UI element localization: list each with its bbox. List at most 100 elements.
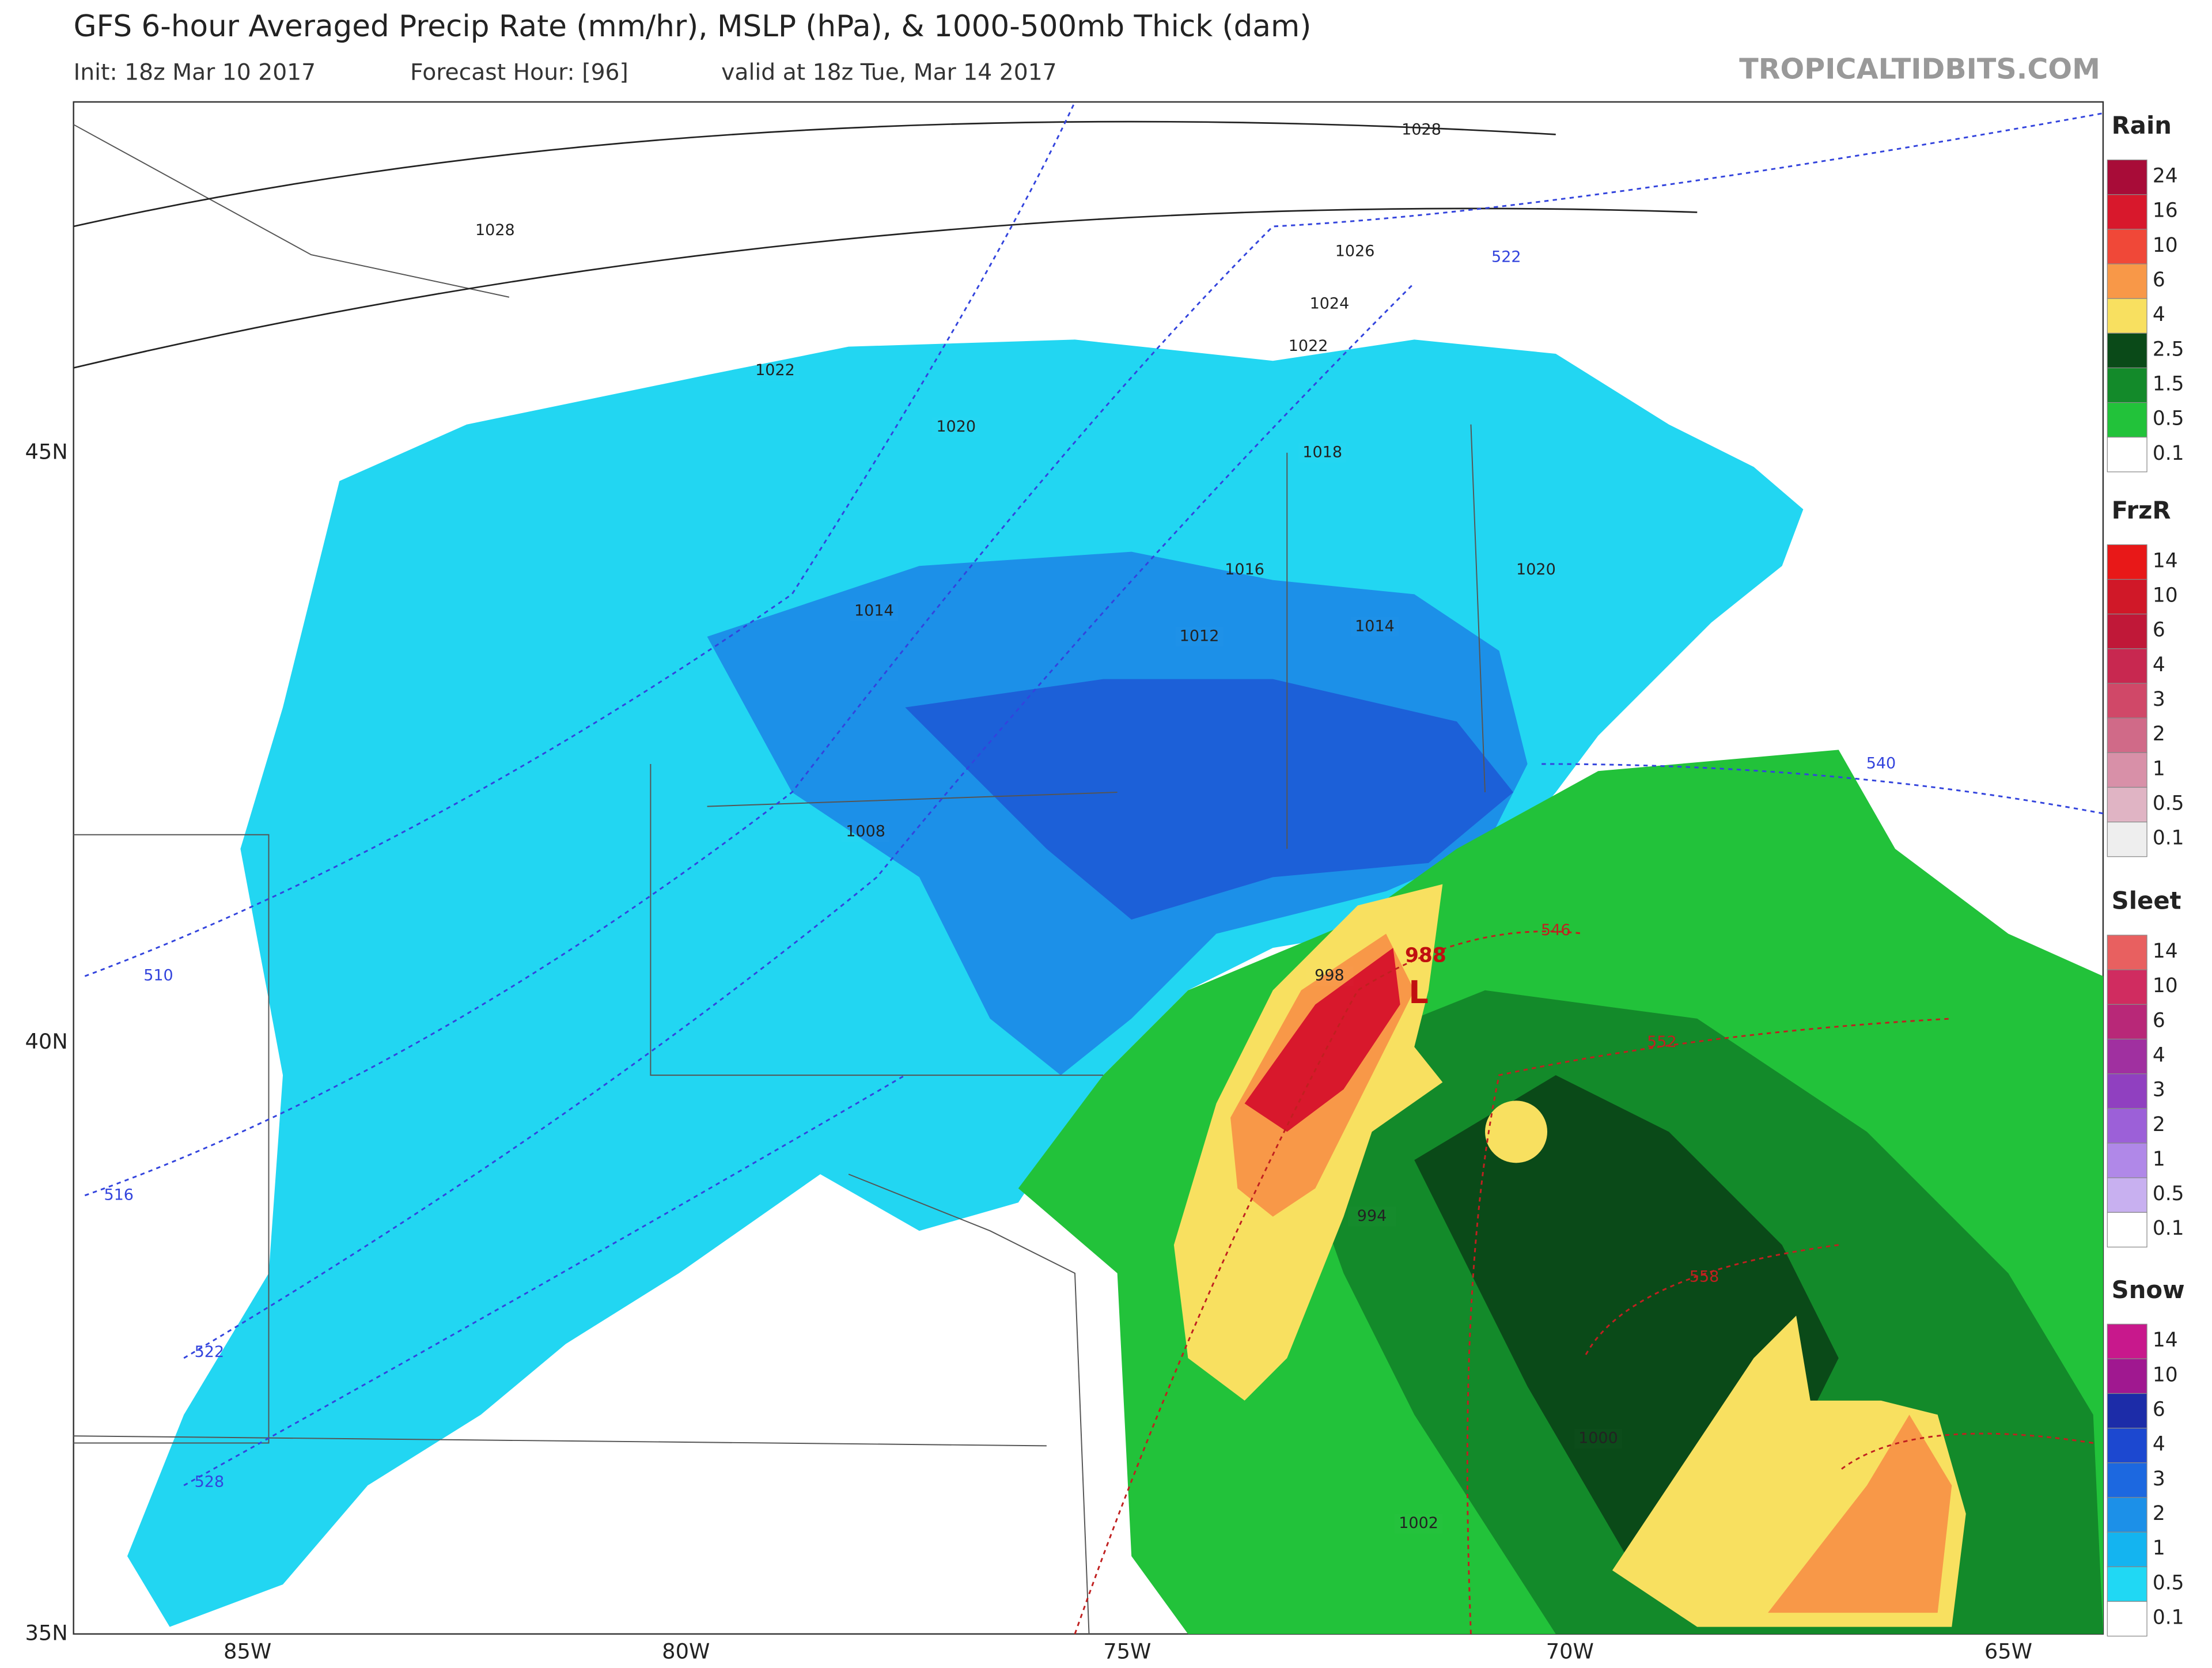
legend-swatch [2107,1531,2147,1567]
legend-swatch [2107,717,2147,753]
legend-label: 6 [2153,268,2165,292]
legend-swatch [2107,648,2147,684]
isobar-label: 1026 [1335,243,1375,260]
legend-label: 1 [2153,1537,2165,1560]
legend-label: 0.1 [2153,1606,2184,1629]
title: GFS 6-hour Averaged Precip Rate (mm/hr),… [74,9,1312,44]
legend-label: 1 [2153,757,2165,780]
legend-swatch [2107,614,2147,649]
thickness-label: 528 [195,1473,225,1491]
legend-label: 6 [2153,1009,2165,1032]
legend-label: 4 [2153,1433,2165,1456]
legend-swatch [2107,752,2147,788]
lon-label: 75W [1103,1639,1151,1663]
legend-label: 0.5 [2153,407,2184,430]
legend-label: 14 [2153,940,2178,963]
legend-swatch [2107,544,2147,580]
legend-swatch [2107,1566,2147,1602]
lat-label: 40N [25,1029,67,1054]
legend-swatch [2107,332,2147,369]
legend-swatch [2107,1601,2147,1637]
legend-label: 0.5 [2153,792,2184,815]
legend-label: 10 [2153,584,2178,607]
lon-label: 70W [1546,1639,1594,1663]
legend-label: 2 [2153,723,2165,746]
thickness-lines [84,101,2104,1487]
legend-label: 4 [2153,653,2165,676]
legend-swatch [2107,578,2147,615]
isobar-label: 1018 [1302,443,1342,461]
legend-title: Snow [2112,1276,2185,1304]
legend-swatch [2107,786,2147,823]
legend-swatch [2107,1393,2147,1429]
isobar-label: 1000 [1578,1429,1618,1447]
legend-swatch [2107,263,2147,299]
low-center: L [1408,974,1428,1011]
legend-swatch [2107,1212,2147,1248]
legend-swatch [2107,683,2147,718]
legend-label: 10 [2153,234,2178,257]
rain-yellow [1485,1100,1548,1163]
isobar-label: 1024 [1310,295,1350,313]
rain-orange [1768,1414,1952,1613]
isobar-label: 994 [1357,1207,1387,1225]
legend-swatch [2107,1143,2147,1178]
legend-label: 1.5 [2153,372,2184,395]
legend-swatch [2107,1462,2147,1498]
legend-label: 0.5 [2153,1182,2184,1205]
legend-label: 0.1 [2153,827,2184,850]
thickness-label: 552 [1647,1033,1677,1051]
legend-label: 14 [2153,549,2178,572]
legend-label: 3 [2153,688,2165,711]
lat-label: 35N [25,1620,67,1645]
legend-label: 14 [2153,1329,2178,1352]
isobar-label: 1008 [846,822,885,840]
legend-swatch [2107,194,2147,230]
isobar-label: 1014 [1355,617,1395,635]
thickness-label: 510 [143,967,173,985]
thickness-label: 540 [1866,754,1896,772]
watermark: TROPICALTIDBITS.COM [1739,52,2100,85]
isobar-label: 1022 [1289,337,1328,355]
isobar-label: 1014 [854,602,894,619]
legend-swatch [2107,1108,2147,1144]
legend-title: FrzR [2112,496,2171,524]
thickness-label: 546 [1541,921,1571,939]
legend-swatch [2107,1497,2147,1533]
legend-title: Sleet [2112,887,2181,915]
legend-swatch [2107,229,2147,264]
thickness-label: 522 [195,1343,225,1361]
legend-label: 10 [2153,1363,2178,1386]
lon-label: 65W [1984,1639,2032,1663]
legend-label: 3 [2153,1467,2165,1491]
legend-swatch [2107,822,2147,857]
boundaries [73,124,1486,1634]
isobar-label: 1012 [1180,627,1219,645]
legend-label: 2.5 [2153,338,2184,361]
legend-title: Rain [2112,111,2172,139]
legend-swatch [2107,1177,2147,1213]
legend-swatch [2107,1038,2147,1075]
rain-red [1244,948,1400,1132]
map-area [73,101,2104,1635]
legend-swatch [2107,298,2147,334]
legend-swatch [2107,1428,2147,1463]
legend-swatch [2107,367,2147,403]
legend-swatch [2107,159,2147,195]
isobars [73,120,1698,369]
legend-label: 10 [2153,974,2178,997]
thickness-warm [1074,931,2093,1635]
thickness-label: 522 [1491,248,1521,266]
legend-swatch [2107,1073,2147,1109]
legend-swatch [2107,437,2147,472]
isobar-label: 1020 [1516,561,1556,578]
legend-label: 3 [2153,1079,2165,1102]
legend-swatch [2107,1323,2147,1360]
thickness-label: 558 [1690,1268,1719,1286]
legend-label: 4 [2153,303,2165,326]
legend-label: 6 [2153,1398,2165,1421]
isobar-label: 1020 [936,418,976,436]
low-pressure: 988 [1405,944,1446,967]
